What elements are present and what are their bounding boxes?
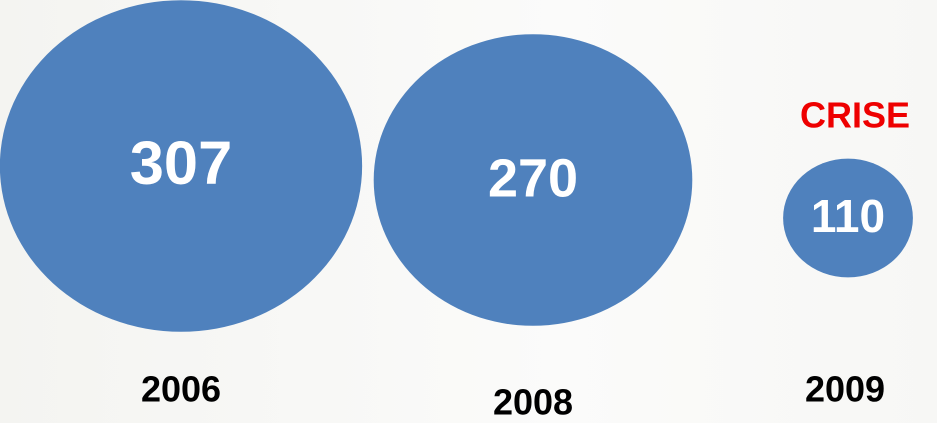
bubble bbox=[0, 0, 363, 332]
annotation: CRISE bbox=[800, 95, 910, 136]
value-label: 307 bbox=[130, 129, 232, 198]
value-label: 270 bbox=[488, 148, 578, 208]
bubble bbox=[373, 34, 693, 326]
category-label: 2006 bbox=[141, 369, 221, 410]
value-label: 110 bbox=[811, 190, 885, 242]
category-label: 2009 bbox=[805, 369, 885, 410]
category-label: 2008 bbox=[493, 382, 573, 423]
bubble bbox=[783, 158, 913, 278]
